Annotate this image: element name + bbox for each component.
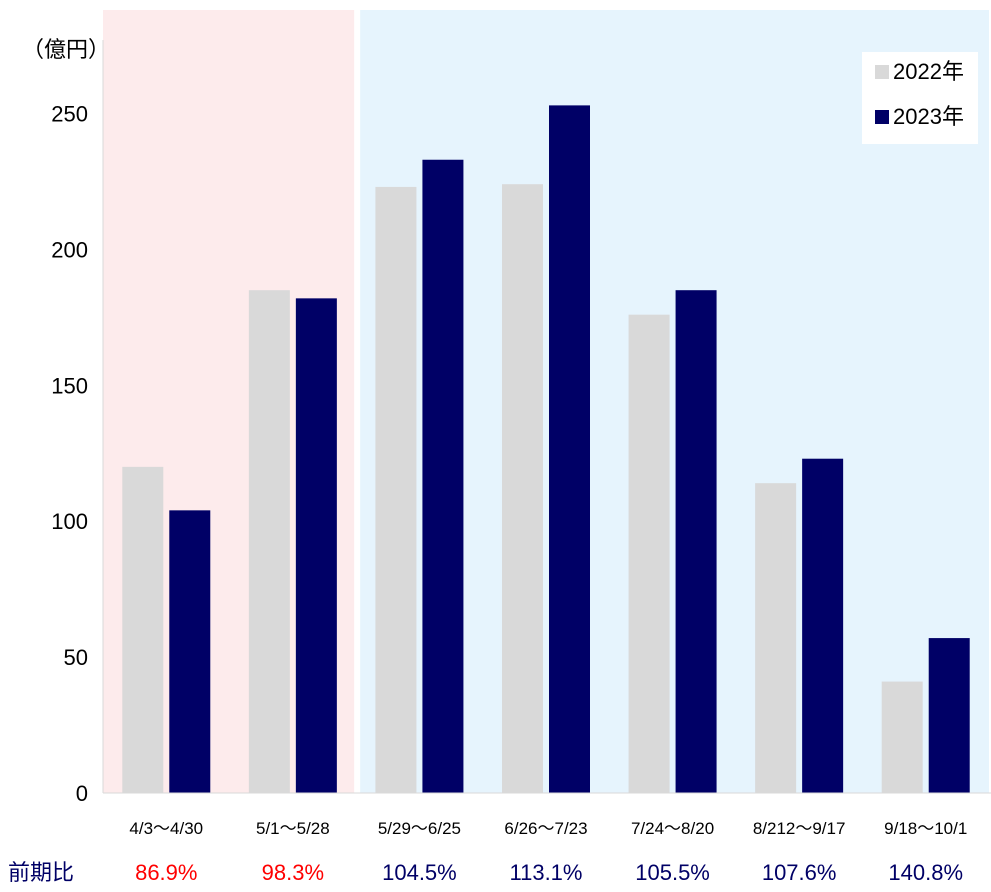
x-category-label: 7/24〜8/20	[631, 819, 714, 838]
bar-2022年-1	[248, 290, 290, 793]
bar-2022年-3	[502, 184, 543, 793]
bar-2023年-3	[549, 105, 590, 793]
legend-label-0: 2022年	[893, 59, 964, 84]
ratio-row-label: 前期比	[8, 860, 74, 885]
bar-2022年-6	[881, 681, 923, 793]
bar-2022年-2	[375, 186, 417, 794]
y-tick-label: 200	[51, 237, 88, 262]
ratio-row: 86.9% 98.3% 104.5% 113.1% 105.5% 107.6% 140.8%	[135, 860, 963, 885]
background-bands	[103, 10, 990, 793]
ratio-value: 104.5%	[382, 860, 457, 885]
y-tick-label: 250	[51, 102, 88, 127]
legend: 2022年 2023年	[862, 52, 978, 144]
bar-2023年-1	[295, 298, 337, 793]
x-category-label: 5/29〜6/25	[378, 819, 461, 838]
x-category-label: 6/26〜7/23	[504, 819, 587, 838]
y-tick-label: 100	[51, 509, 88, 534]
bar-2023年-2	[422, 159, 464, 794]
bar-2023年-5	[802, 458, 844, 793]
bar-2022年-5	[755, 483, 797, 793]
ratio-value: 98.3%	[262, 860, 324, 885]
y-tick-label: 0	[76, 781, 88, 806]
ratio-value: 113.1%	[510, 860, 583, 885]
x-category-label: 8/212〜9/17	[753, 819, 846, 838]
ratio-value: 140.8%	[888, 860, 963, 885]
legend-label-1: 2023年	[893, 104, 964, 129]
y-axis: 0 50 100 150 200 250	[51, 40, 104, 806]
y-unit-label: （億円）	[22, 37, 110, 62]
x-category-label: 4/3〜4/30	[129, 819, 203, 838]
x-category-label: 5/1〜5/28	[256, 819, 330, 838]
bar-2023年-6	[928, 638, 970, 793]
x-axis: 4/3〜4/30 5/1〜5/28 5/29〜6/25 6/26〜7/23 7/24〜8…	[103, 792, 991, 838]
bar-2023年-4	[675, 290, 717, 793]
ratio-value: 107.6%	[762, 860, 837, 885]
y-tick-label: 50	[64, 645, 88, 670]
bar-2022年-0	[122, 466, 164, 793]
legend-swatch-0	[875, 65, 889, 79]
ratio-value: 86.9%	[135, 860, 197, 885]
y-tick-label: 150	[51, 373, 88, 398]
bar-2023年-0	[169, 510, 211, 793]
bar-2022年-4	[628, 314, 670, 793]
ratio-value: 105.5%	[635, 860, 710, 885]
x-category-label: 9/18〜10/1	[884, 819, 967, 838]
legend-swatch-1	[875, 110, 889, 124]
bars	[122, 105, 970, 794]
